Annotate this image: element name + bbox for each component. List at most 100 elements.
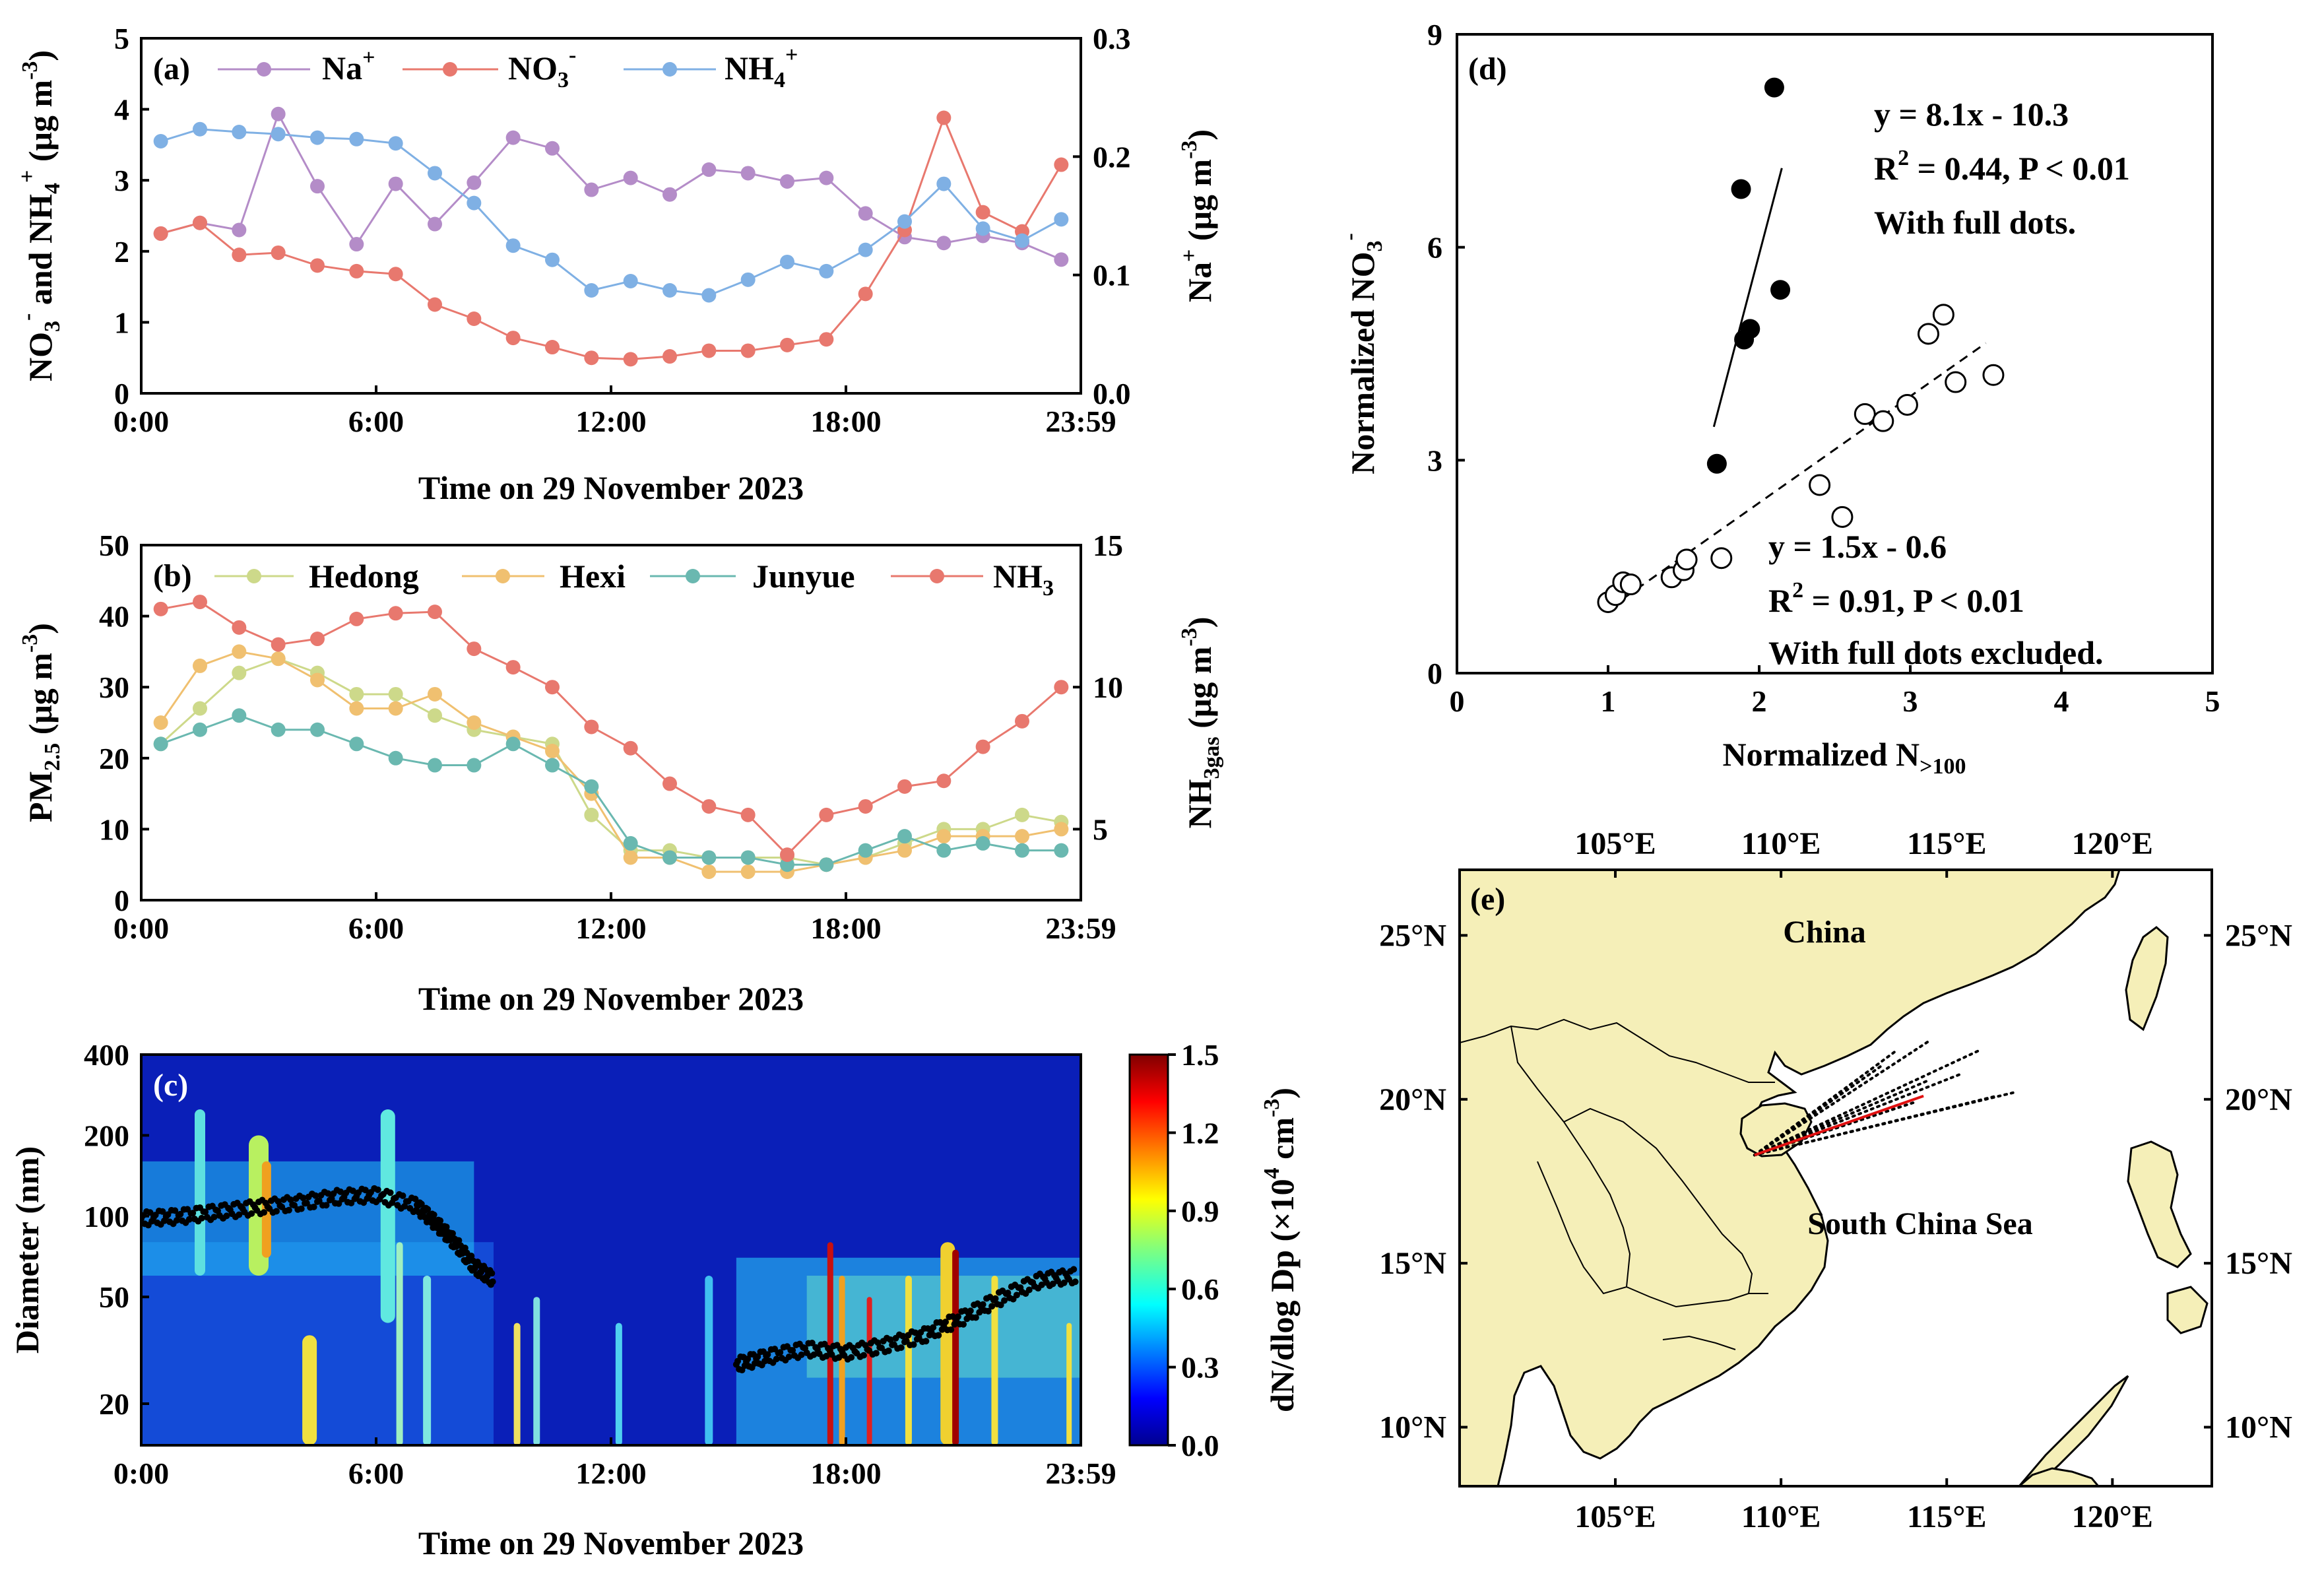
mode-dot xyxy=(449,1230,456,1237)
data-point-Hexi xyxy=(1054,822,1069,837)
luzon-island xyxy=(2127,1140,2192,1268)
legend-hedong-marker xyxy=(247,569,261,583)
x-tick-label: 23:59 xyxy=(1045,405,1116,438)
legend-hedong-label: Hedong xyxy=(309,558,419,595)
x-tick-label: 18:00 xyxy=(810,405,881,438)
mode-dot xyxy=(967,1307,974,1315)
panel-e-ticks: 105°E 105°E 110°E 110°E 115°E 115°E 120°E 120°E… xyxy=(1379,826,2292,1534)
data-point-NO3- xyxy=(388,267,403,282)
data-point-Na+ xyxy=(271,106,286,121)
fit-open-note: With full dots excluded. xyxy=(1768,634,2104,671)
colorbar-tick-label: 1.2 xyxy=(1181,1116,1219,1150)
mode-dot xyxy=(310,1203,317,1210)
mode-dot xyxy=(298,1205,305,1212)
data-point-Junyue xyxy=(936,843,952,858)
y-tick-label-left: 50 xyxy=(99,529,129,562)
y-tick-label-left: 30 xyxy=(99,671,129,704)
mode-dot xyxy=(773,1356,780,1363)
data-point-Junyue xyxy=(428,758,442,773)
mode-dot xyxy=(1025,1286,1033,1293)
back-trajectory xyxy=(1753,1072,1965,1157)
mode-dot xyxy=(455,1237,463,1244)
back-trajectory xyxy=(1753,1091,2015,1157)
mode-dot xyxy=(984,1307,992,1315)
mode-dot xyxy=(860,1352,867,1359)
open-dot xyxy=(1896,393,1918,416)
mode-dot xyxy=(835,1354,843,1361)
data-point-NH3 xyxy=(153,601,168,616)
heatmap-streak xyxy=(1066,1323,1072,1445)
colorbar-ticks: 0.0 0.3 0.6 0.9 1.2 1.5 xyxy=(1168,1038,1219,1462)
open-dot xyxy=(1831,506,1854,528)
data-point-NO3- xyxy=(193,215,207,230)
y-tick-label-left: 5 xyxy=(114,22,129,55)
data-point-NO3- xyxy=(1054,157,1069,172)
data-point-Junyue xyxy=(505,736,521,752)
data-point-Junyue xyxy=(310,722,325,737)
mode-dot xyxy=(1013,1292,1020,1299)
mode-dot xyxy=(872,1350,880,1357)
mode-dot xyxy=(418,1200,425,1208)
trajectories xyxy=(1753,1039,2015,1157)
mode-dot xyxy=(273,1208,280,1215)
data-point-NO3- xyxy=(740,343,756,358)
data-point-Hedong xyxy=(349,686,364,702)
land-masses xyxy=(1460,870,2209,1486)
data-point-Na+ xyxy=(819,170,834,185)
panel-a-ylabel-left: NO3- and NH4+ (μg m-3) xyxy=(15,50,65,381)
heatmap-streak xyxy=(940,1242,955,1445)
legend-junyue-label: Junyue xyxy=(752,558,855,595)
fit-line-open-dots xyxy=(1623,342,1987,600)
panel-a-ylabel-right: Na+ (μg m-3) xyxy=(1177,129,1218,302)
data-point-Hexi xyxy=(388,701,403,716)
y-tick-label-right: 0.0 xyxy=(1093,377,1131,410)
panel-b-ylabel-left: PM2.5 (μg m-3) xyxy=(18,623,65,822)
panel-c: 0:00 6:00 12:00 18:00 23:59 20 50 100 200 400 (c)… xyxy=(9,1038,1301,1561)
data-point-NH4+ xyxy=(1054,212,1069,227)
x-tick-label: 12:00 xyxy=(575,405,646,438)
mode-dot xyxy=(437,1217,444,1224)
full-dot xyxy=(1740,319,1760,339)
panel-b-ticks: 0:00 6:00 12:00 18:00 23:59 0 10 20 30 40 50 5 10 15 xyxy=(99,529,1123,945)
data-point-Hedong xyxy=(428,708,442,723)
y-tick-label: 50 xyxy=(99,1280,129,1314)
data-point-Na+ xyxy=(310,179,325,194)
mode-dot xyxy=(789,1347,796,1354)
x-tick-label: 2 xyxy=(1752,684,1767,718)
x-tick-label: 4 xyxy=(2054,684,2069,718)
panel-b-legend: Hedong Hexi Junyue NH3 xyxy=(214,558,1054,601)
data-point-NH4+ xyxy=(975,221,990,236)
mode-dot xyxy=(997,1301,1004,1309)
data-point-Na+ xyxy=(858,206,873,221)
y-tick-label-right: 5 xyxy=(1093,812,1108,846)
x-tick-label: 23:59 xyxy=(1045,1456,1116,1490)
data-point-Na+ xyxy=(701,162,717,178)
back-trajectory xyxy=(1753,1078,1932,1157)
colorbar xyxy=(1130,1055,1168,1445)
mode-dot xyxy=(185,1216,193,1223)
mode-diameter-dots xyxy=(141,1185,1079,1374)
x-tick-label: 0:00 xyxy=(113,1456,169,1490)
heatmap-streak xyxy=(991,1276,998,1445)
mode-dot xyxy=(960,1321,967,1328)
y-tick-label-right: 0.3 xyxy=(1093,22,1131,55)
data-point-NH3 xyxy=(467,641,482,657)
data-point-Na+ xyxy=(545,141,560,156)
data-point-NH4+ xyxy=(271,127,286,142)
panel-a-label: (a) xyxy=(153,51,190,86)
data-point-NH4+ xyxy=(740,272,756,287)
series-line-NO3- xyxy=(160,115,1062,360)
full-dot xyxy=(1731,179,1751,199)
data-point-NO3- xyxy=(310,258,325,273)
legend-na-marker xyxy=(257,62,271,77)
lat-tick-label-left: 10°N xyxy=(1379,1410,1446,1445)
heatmap-streak xyxy=(839,1276,845,1445)
mode-dot xyxy=(979,1301,986,1308)
lon-tick-label-bottom: 105°E xyxy=(1574,1499,1656,1534)
mode-dot xyxy=(972,1314,979,1321)
legend-no3-label: NO3- xyxy=(508,43,576,92)
heatmap-streak xyxy=(195,1109,205,1276)
colorbar-frame xyxy=(1128,1053,1169,1447)
data-point-NH3 xyxy=(428,605,442,620)
open-dot xyxy=(1675,548,1698,571)
